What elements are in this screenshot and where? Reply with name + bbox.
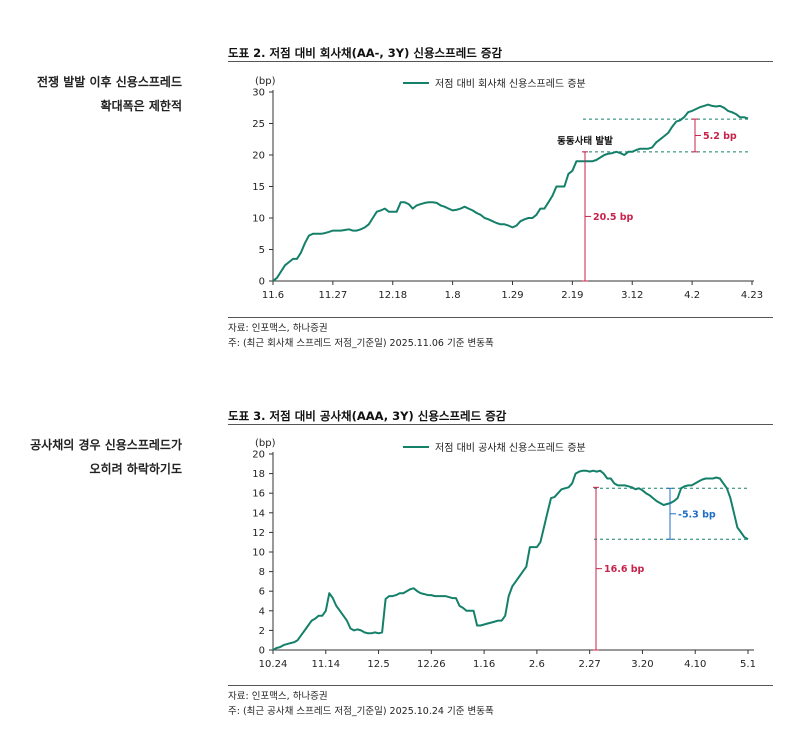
chart2-y-tick-label: 12 — [252, 528, 265, 539]
title-rule-1 — [228, 61, 773, 62]
chart2-y-tick-label: 18 — [252, 469, 265, 480]
bottom-rule-1 — [228, 317, 773, 318]
chart1-annotation-label: 20.5 bp — [593, 212, 634, 223]
chart1-x-tick-label: 12.18 — [378, 290, 407, 301]
chart1-x-tick-label: 11.6 — [262, 290, 284, 301]
figure-title-2: 도표 3. 저점 대비 공사채(AAA, 3Y) 신용스프레드 증감 — [228, 409, 507, 423]
side-caption-1: 전쟁 발발 이후 신용스프레드 확대폭은 제한적 — [37, 70, 182, 118]
chart1-annotation-label: 5.2 bp — [703, 131, 737, 142]
chart1-y-tick-label: 5 — [259, 245, 265, 256]
chart1-y-tick-label: 10 — [252, 214, 265, 225]
chart2-x-tick-label: 5.1 — [740, 659, 756, 670]
side-caption-2-line2: 오히려 하락하기도 — [89, 462, 183, 476]
chart2-x-tick-label: 10.24 — [259, 659, 288, 670]
side-caption-2-line1: 공사채의 경우 신용스프레드가 — [30, 438, 182, 452]
chart1-y-tick-label: 25 — [252, 119, 265, 130]
chart2-y-tick-label: 4 — [259, 606, 265, 617]
chart1-event-label: 동동사태 발발 — [557, 135, 613, 147]
side-caption-1-line2: 확대폭은 제한적 — [100, 99, 182, 113]
chart-public-bond-spread: (bp) 0 2 4 6 8 10 12 14 16 18 20 10.24 11.14 12.5 12.26… — [252, 438, 756, 670]
chart2-x-tick-label: 12.26 — [417, 659, 446, 670]
chart2-annotation-label: 16.6 bp — [604, 564, 645, 575]
footnote-2: 주: (최근 공사채 스프레드 저점_기준일) 2025.10.24 기준 변동… — [228, 706, 494, 717]
chart2-y-tick-label: 6 — [259, 587, 265, 598]
chart2-y-tick-label: 20 — [252, 450, 265, 461]
chart2-x-tick-label: 2.27 — [579, 659, 601, 670]
chart1-x-tick-label: 1.29 — [501, 290, 523, 301]
chart1-unit-label: (bp) — [255, 76, 276, 87]
bottom-rule-2 — [228, 685, 773, 686]
chart1-x-tick-label: 4.2 — [684, 290, 700, 301]
chart2-y-tick-label: 8 — [259, 567, 265, 578]
chart1-legend-label: 저점 대비 회사채 신용스프레드 증분 — [435, 78, 586, 90]
chart1-series-line — [272, 103, 749, 282]
figure-title-1: 도표 2. 저점 대비 회사채(AA-, 3Y) 신용스프레드 증감 — [228, 46, 503, 60]
source-note-2: 자료: 인포맥스, 하나증권 주: (최근 공사채 스프레드 저점_기준일) 2… — [228, 689, 494, 719]
chart1-x-tick-label: 3.12 — [621, 290, 643, 301]
chart2-y-tick-label: 16 — [252, 489, 265, 500]
title-rule-2 — [228, 424, 773, 425]
chart2-x-tick-label: 3.20 — [631, 659, 653, 670]
chart2-y-tick-label: 0 — [259, 646, 265, 657]
chart2-x-tick-label: 1.16 — [473, 659, 495, 670]
chart2-unit-label: (bp) — [255, 438, 276, 449]
chart2-x-tick-label: 12.5 — [367, 659, 389, 670]
source-2: 자료: 인포맥스, 하나증권 — [228, 691, 328, 702]
side-caption-2: 공사채의 경우 신용스프레드가 오히려 하락하기도 — [30, 433, 182, 481]
side-caption-1-line1: 전쟁 발발 이후 신용스프레드 — [36, 75, 182, 89]
chart1-y-tick-label: 20 — [252, 151, 265, 162]
chart-corporate-bond-spread: (bp) 0 5 10 15 20 25 30 11.6 11.27 12.18 1.8 1.29 2.1… — [252, 76, 763, 301]
chart2-x-tick-label: 11.14 — [311, 659, 340, 670]
footnote-1: 주: (최근 회사채 스프레드 저점_기준일) 2025.11.06 기준 변동… — [228, 338, 494, 349]
chart2-legend-label: 저점 대비 공사채 신용스프레드 증분 — [435, 442, 586, 454]
chart1-x-tick-label: 11.27 — [319, 290, 348, 301]
source-1: 자료: 인포맥스, 하나증권 — [228, 323, 328, 334]
chart1-x-tick-label: 1.8 — [445, 290, 461, 301]
chart2-y-tick-label: 10 — [252, 548, 265, 559]
chart1-y-tick-label: 15 — [252, 182, 265, 193]
chart2-y-tick-label: 2 — [259, 626, 265, 637]
chart2-annotation-label: -5.3 bp — [678, 509, 716, 520]
chart2-x-tick-label: 2.6 — [529, 659, 545, 670]
chart1-x-tick-label: 4.23 — [741, 290, 763, 301]
chart1-y-tick-label: 30 — [252, 88, 265, 99]
chart2-series-line — [272, 469, 749, 651]
chart2-x-tick-label: 4.10 — [684, 659, 706, 670]
chart2-y-tick-label: 14 — [252, 508, 265, 519]
source-note-1: 자료: 인포맥스, 하나증권 주: (최근 회사채 스프레드 저점_기준일) 2… — [228, 321, 494, 351]
chart1-x-tick-label: 2.19 — [561, 290, 583, 301]
chart1-y-tick-label: 0 — [259, 277, 265, 288]
